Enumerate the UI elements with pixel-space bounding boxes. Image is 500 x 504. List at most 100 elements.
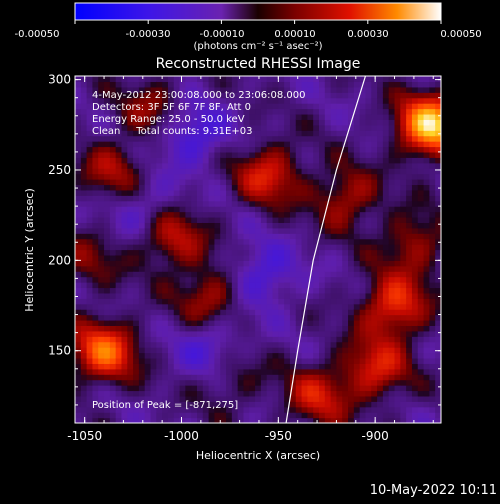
heatmap-cell bbox=[377, 108, 384, 115]
heatmap-cell bbox=[278, 108, 285, 115]
heatmap-cell bbox=[295, 189, 303, 196]
heatmap-cell bbox=[109, 347, 117, 354]
heatmap-cell bbox=[324, 401, 332, 408]
heatmap-cell bbox=[208, 146, 216, 153]
heatmap-cell bbox=[324, 119, 332, 126]
heatmap-cell bbox=[104, 314, 111, 321]
heatmap-cell bbox=[220, 363, 227, 370]
heatmap-cell bbox=[394, 271, 401, 278]
heatmap-cell bbox=[80, 395, 88, 402]
heatmap-cell bbox=[249, 325, 256, 332]
heatmap-cell bbox=[80, 368, 88, 375]
heatmap-cell bbox=[75, 303, 82, 310]
heatmap-cell bbox=[220, 233, 227, 240]
heatmap-cell bbox=[365, 314, 372, 321]
heatmap-cell bbox=[167, 146, 175, 153]
heatmap-cell bbox=[214, 157, 221, 164]
heatmap-cell bbox=[150, 292, 157, 299]
heatmap-cell bbox=[98, 168, 105, 175]
heatmap-cell bbox=[197, 222, 204, 229]
heatmap-cell bbox=[179, 162, 186, 169]
heatmap-cell bbox=[226, 179, 233, 186]
heatmap-cell bbox=[284, 260, 291, 267]
heatmap-cell bbox=[75, 292, 82, 299]
heatmap-cell bbox=[342, 173, 349, 180]
heatmap-cell bbox=[167, 189, 175, 196]
heatmap-cell bbox=[260, 189, 268, 196]
heatmap-cell bbox=[121, 173, 128, 180]
heatmap-cell bbox=[324, 303, 332, 310]
heatmap-cell bbox=[104, 336, 111, 343]
heatmap-cell bbox=[220, 151, 227, 158]
heatmap-cell bbox=[121, 200, 128, 207]
heatmap-cell bbox=[319, 211, 326, 218]
heatmap-cell bbox=[249, 135, 256, 142]
heatmap-cell bbox=[156, 195, 163, 202]
heatmap-cell bbox=[156, 298, 163, 305]
heatmap-cell bbox=[150, 303, 157, 310]
heatmap-cell bbox=[115, 179, 123, 186]
heatmap-cell bbox=[197, 157, 204, 164]
heatmap-cell bbox=[133, 168, 140, 175]
heatmap-cell bbox=[179, 271, 186, 278]
heatmap-cell bbox=[92, 341, 99, 348]
heatmap-cell bbox=[144, 103, 152, 110]
heatmap-cell bbox=[423, 157, 430, 164]
heatmap-cell bbox=[348, 303, 355, 310]
heatmap-cell bbox=[86, 395, 94, 402]
heatmap-cell bbox=[127, 401, 134, 408]
heatmap-cell bbox=[243, 157, 250, 164]
heatmap-cell bbox=[423, 298, 430, 305]
heatmap-cell bbox=[220, 401, 227, 408]
heatmap-cell bbox=[330, 97, 338, 104]
heatmap-cell bbox=[173, 314, 181, 321]
heatmap-cell bbox=[272, 146, 279, 153]
heatmap-cell bbox=[330, 265, 338, 272]
heatmap-cell bbox=[156, 265, 163, 272]
heatmap-cell bbox=[138, 249, 146, 256]
heatmap-cell bbox=[394, 385, 401, 392]
heatmap-cell bbox=[313, 233, 320, 240]
heatmap-cell bbox=[214, 168, 221, 175]
heatmap-cell bbox=[185, 271, 192, 278]
heatmap-cell bbox=[324, 276, 332, 283]
heatmap-cell bbox=[394, 303, 401, 310]
heatmap-cell bbox=[208, 406, 216, 413]
heatmap-cell bbox=[185, 244, 192, 251]
heatmap-cell bbox=[86, 195, 94, 202]
heatmap-cell bbox=[80, 292, 88, 299]
heatmap-cell bbox=[237, 417, 245, 423]
heatmap-cell bbox=[185, 401, 192, 408]
heatmap-cell bbox=[272, 309, 279, 316]
heatmap-cell bbox=[371, 314, 378, 321]
heatmap-cell bbox=[289, 157, 297, 164]
heatmap-cell bbox=[284, 379, 291, 386]
heatmap-cell bbox=[179, 287, 186, 294]
heatmap-cell bbox=[423, 309, 430, 316]
heatmap-cell bbox=[319, 238, 326, 245]
heatmap-cell bbox=[324, 92, 332, 99]
heatmap-cell bbox=[353, 352, 361, 359]
heatmap-cell bbox=[156, 254, 163, 261]
heatmap-cell bbox=[377, 141, 384, 148]
heatmap-cell bbox=[272, 319, 279, 326]
heatmap-cell bbox=[127, 319, 134, 326]
heatmap-cell bbox=[313, 206, 320, 213]
heatmap-cell bbox=[144, 124, 152, 131]
heatmap-cell bbox=[295, 412, 303, 419]
heatmap-cell bbox=[202, 86, 210, 93]
heatmap-cell bbox=[429, 330, 436, 337]
heatmap-cell bbox=[144, 200, 152, 207]
heatmap-cell bbox=[214, 103, 221, 110]
heatmap-cell bbox=[86, 390, 94, 397]
heatmap-cell bbox=[127, 146, 134, 153]
heatmap-cell bbox=[185, 86, 192, 93]
heatmap-cell bbox=[243, 233, 250, 240]
heatmap-cell bbox=[336, 385, 343, 392]
heatmap-cell bbox=[127, 406, 134, 413]
heatmap-cell bbox=[394, 282, 401, 289]
heatmap-cell bbox=[92, 97, 99, 104]
heatmap-cell bbox=[162, 303, 169, 310]
heatmap-cell bbox=[272, 92, 279, 99]
heatmap-cell bbox=[98, 135, 105, 142]
